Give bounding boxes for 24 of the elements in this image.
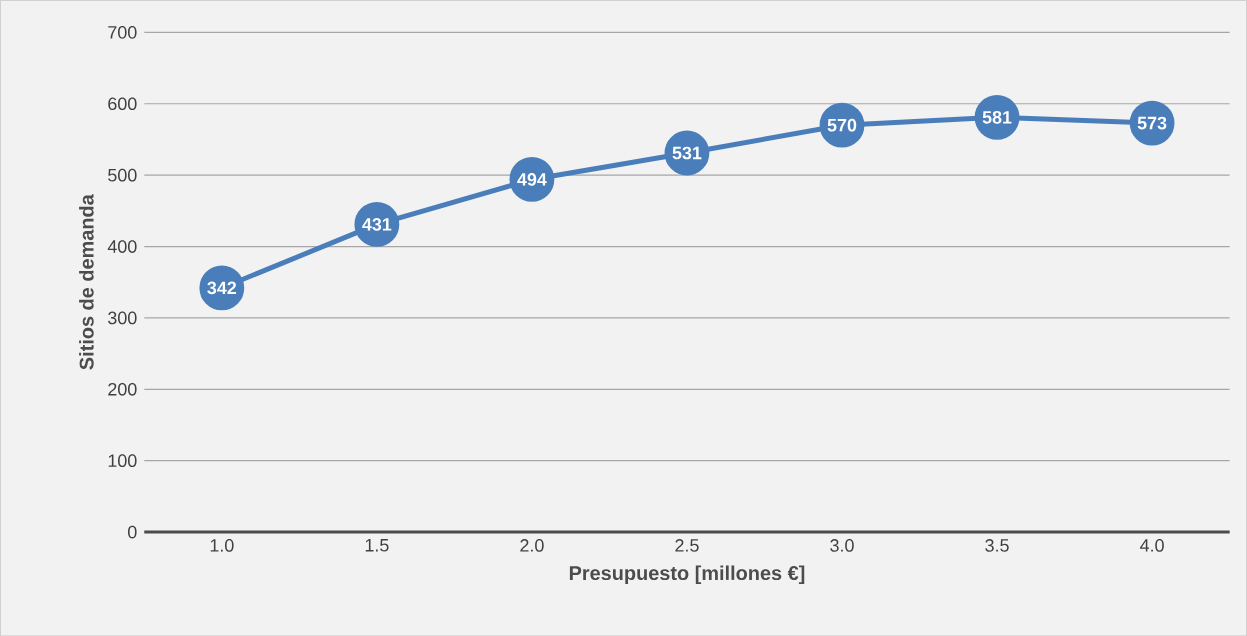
x-axis-title: Presupuesto [millones €]: [569, 565, 805, 584]
y-tick-label: 600: [108, 97, 137, 110]
data-label: 573: [1137, 116, 1167, 130]
y-tick-label: 500: [108, 168, 137, 182]
data-label: 570: [827, 118, 857, 132]
x-tick-label: 3.0: [830, 538, 854, 552]
data-label: 431: [362, 217, 392, 231]
y-tick-label: 300: [108, 311, 137, 325]
data-label: 342: [207, 281, 237, 295]
y-tick-label: 200: [108, 382, 137, 396]
y-tick-label: 700: [108, 25, 137, 39]
x-tick-label: 3.5: [985, 538, 1009, 552]
x-tick-label: 4.0: [1140, 538, 1164, 552]
data-label: 494: [517, 172, 547, 186]
y-axis-title: Sitios de demanda: [79, 193, 94, 370]
y-tick-label: 400: [107, 239, 137, 253]
data-label: 581: [982, 110, 1012, 124]
data-label: 531: [672, 146, 702, 160]
x-tick-label: 1.5: [365, 538, 389, 552]
y-tick-label: 100: [108, 454, 137, 467]
y-tick-label: 0: [127, 525, 137, 539]
x-tick-label: 2.5: [675, 538, 699, 552]
x-tick-label: 2.0: [520, 538, 544, 552]
x-tick-label: 1.0: [210, 538, 234, 552]
